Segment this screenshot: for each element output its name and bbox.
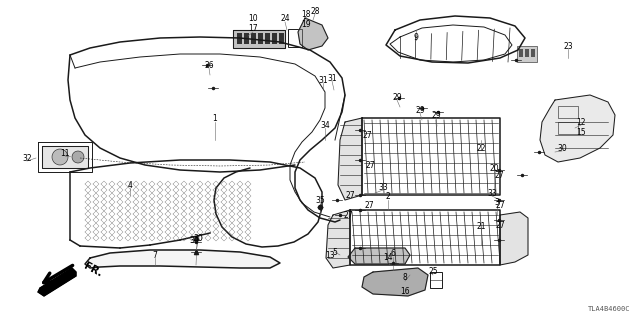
Polygon shape xyxy=(38,268,76,296)
Circle shape xyxy=(52,149,68,165)
Text: 27: 27 xyxy=(362,131,372,140)
Text: 4: 4 xyxy=(127,180,132,189)
Text: 33: 33 xyxy=(378,182,388,191)
Text: 35: 35 xyxy=(315,196,325,204)
Bar xyxy=(525,49,529,57)
Text: 31: 31 xyxy=(327,74,337,83)
Polygon shape xyxy=(233,30,285,48)
Text: 6: 6 xyxy=(390,250,396,259)
Bar xyxy=(517,46,537,62)
Polygon shape xyxy=(42,146,88,168)
Text: 19: 19 xyxy=(301,20,311,28)
Text: 27: 27 xyxy=(494,171,504,180)
Text: 2: 2 xyxy=(386,191,390,201)
Bar xyxy=(519,49,523,57)
Bar xyxy=(251,33,256,44)
Text: 30: 30 xyxy=(189,236,199,244)
Text: 8: 8 xyxy=(403,274,408,283)
Bar xyxy=(531,49,535,57)
Text: 15: 15 xyxy=(576,127,586,137)
Bar xyxy=(265,33,270,44)
Text: 9: 9 xyxy=(413,33,419,42)
Polygon shape xyxy=(326,210,350,268)
Text: 13: 13 xyxy=(325,252,335,260)
Text: 27: 27 xyxy=(343,211,353,220)
Polygon shape xyxy=(298,18,328,50)
Text: 17: 17 xyxy=(248,23,258,33)
Bar xyxy=(279,33,284,44)
Text: 27: 27 xyxy=(495,220,505,229)
Text: 5: 5 xyxy=(333,247,337,257)
Bar xyxy=(258,33,263,44)
Text: 1: 1 xyxy=(212,114,218,123)
Polygon shape xyxy=(500,212,528,265)
Text: 27: 27 xyxy=(364,201,374,210)
Polygon shape xyxy=(85,250,280,268)
Text: 21: 21 xyxy=(476,221,486,230)
Text: 27: 27 xyxy=(365,161,375,170)
Text: 29: 29 xyxy=(415,106,425,115)
Text: 18: 18 xyxy=(301,10,311,19)
Circle shape xyxy=(72,151,84,163)
Text: 14: 14 xyxy=(383,253,393,262)
Text: FR.: FR. xyxy=(82,261,104,279)
Text: 30: 30 xyxy=(557,143,567,153)
Text: 22: 22 xyxy=(476,143,486,153)
Text: 26: 26 xyxy=(204,60,214,69)
Text: 29: 29 xyxy=(392,92,402,101)
Text: 20: 20 xyxy=(489,164,499,172)
Bar xyxy=(237,33,242,44)
Bar xyxy=(244,33,249,44)
Text: 24: 24 xyxy=(280,13,290,22)
Bar xyxy=(558,106,578,118)
Text: 34: 34 xyxy=(320,121,330,130)
Bar xyxy=(288,29,302,47)
Bar xyxy=(558,122,578,134)
Text: 32: 32 xyxy=(22,154,32,163)
Text: 25: 25 xyxy=(428,268,438,276)
Text: 28: 28 xyxy=(310,6,320,15)
Text: 33: 33 xyxy=(487,188,497,197)
Text: 30: 30 xyxy=(193,234,203,243)
Text: 29: 29 xyxy=(431,110,441,119)
Text: 31: 31 xyxy=(318,76,328,84)
Text: 7: 7 xyxy=(152,251,157,260)
Text: TLA4B4600C: TLA4B4600C xyxy=(588,306,630,312)
Bar xyxy=(272,33,277,44)
Text: 16: 16 xyxy=(400,287,410,297)
Polygon shape xyxy=(338,118,362,200)
Text: 23: 23 xyxy=(563,42,573,51)
Polygon shape xyxy=(540,95,615,162)
Bar xyxy=(430,272,442,288)
Text: 27: 27 xyxy=(495,201,505,210)
Text: 12: 12 xyxy=(576,117,586,126)
Text: 11: 11 xyxy=(60,148,70,157)
Text: 27: 27 xyxy=(345,190,355,199)
Text: 3: 3 xyxy=(495,197,499,206)
Text: 10: 10 xyxy=(248,13,258,22)
Polygon shape xyxy=(362,268,428,296)
Polygon shape xyxy=(348,248,410,264)
